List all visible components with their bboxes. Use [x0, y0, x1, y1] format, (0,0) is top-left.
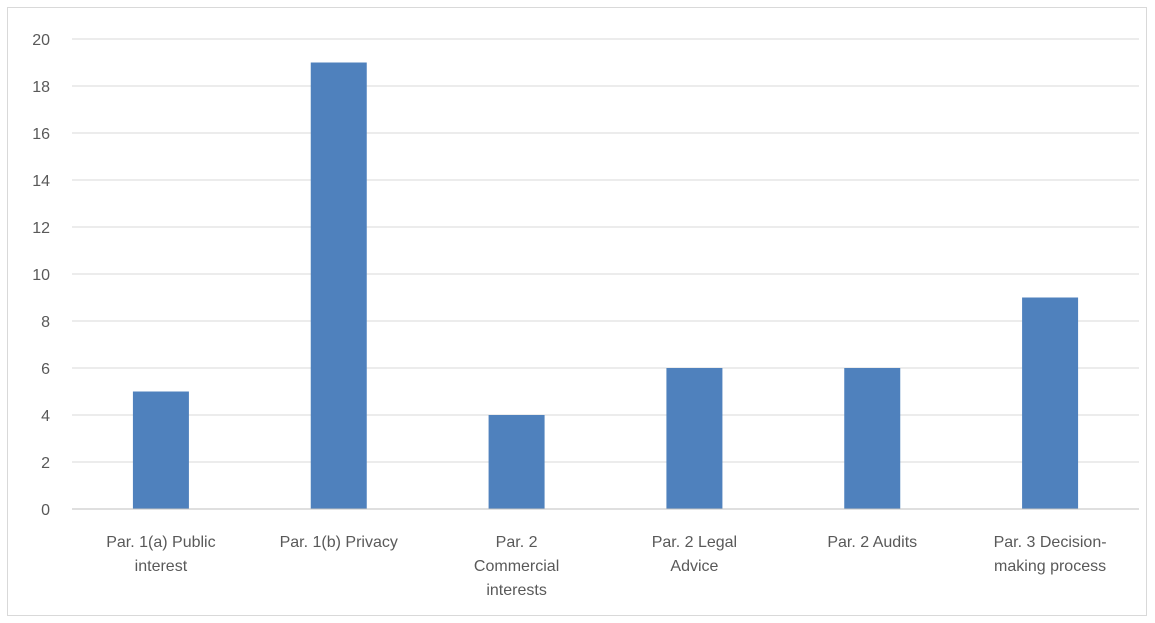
y-tick-label: 16 [32, 126, 50, 143]
x-category-label-line: Advice [670, 558, 718, 575]
x-category-label-line: Par. 1(b) Privacy [280, 534, 398, 551]
x-category-label-line: Par. 3 Decision- [994, 534, 1107, 551]
x-category-label: Par. 1(b) Privacy [280, 534, 398, 551]
x-category-label: Par. 2 Legal Advice [652, 534, 737, 575]
bar [310, 62, 367, 509]
y-axis-tick-labels: 0 2 4 6 8 10 12 14 16 18 20 [32, 32, 50, 519]
y-tick-label: 20 [32, 32, 50, 49]
y-tick-label: 12 [32, 220, 50, 237]
y-tick-label: 8 [41, 314, 50, 331]
x-category-label-line: Par. 2 [496, 534, 538, 551]
x-category-label: Par. 3 Decision-making process [994, 534, 1107, 575]
y-tick-label: 10 [32, 267, 50, 284]
y-tick-label: 18 [32, 79, 50, 96]
x-category-label: Par. 2 Audits [827, 534, 917, 551]
bar [666, 368, 723, 509]
chart-frame [7, 7, 1147, 616]
x-category-label-line: interests [486, 582, 546, 599]
y-tick-label: 4 [41, 408, 50, 425]
y-tick-label: 6 [41, 361, 50, 378]
x-category-label: Par. 2 Commercial interests [474, 534, 559, 599]
bar [488, 415, 545, 509]
x-category-label-line: making process [994, 558, 1106, 575]
bar [1022, 297, 1079, 509]
x-category-label-line: Par. 2 Legal [652, 534, 737, 551]
y-tick-label: 2 [41, 455, 50, 472]
gridlines [72, 38, 1139, 463]
bars [132, 62, 1079, 509]
bar [844, 368, 901, 509]
x-category-label: Par. 1(a) Public interest [106, 534, 215, 575]
bar [132, 391, 189, 509]
y-tick-label: 0 [41, 502, 50, 519]
x-category-label-line: Par. 1(a) Public [106, 534, 215, 551]
x-axis-category-labels: Par. 1(a) Public interest Par. 1(b) Privac… [106, 534, 1106, 599]
y-tick-label: 14 [32, 173, 50, 190]
x-category-label-line: Commercial [474, 558, 559, 575]
x-category-label-line: Par. 2 Audits [827, 534, 917, 551]
x-category-label-line: interest [135, 558, 188, 575]
